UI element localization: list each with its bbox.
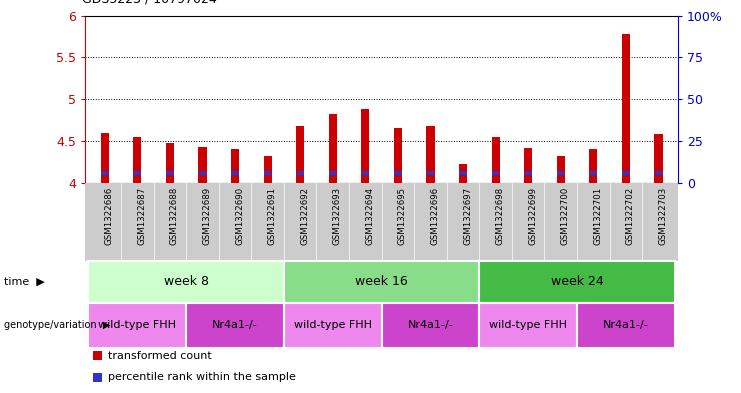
Text: GSM1322692: GSM1322692 — [300, 187, 309, 245]
Bar — [459, 171, 467, 175]
Text: GSM1322695: GSM1322695 — [398, 187, 407, 245]
Bar — [101, 171, 108, 175]
Text: GSM1322700: GSM1322700 — [561, 187, 570, 245]
Text: GSM1322687: GSM1322687 — [137, 187, 146, 245]
Bar — [199, 147, 207, 183]
Bar — [459, 164, 467, 183]
Bar — [491, 137, 499, 183]
Bar — [264, 171, 271, 175]
Bar — [133, 137, 142, 183]
Bar — [577, 303, 675, 348]
Bar — [186, 303, 284, 348]
Bar — [133, 171, 141, 175]
Bar — [427, 171, 434, 175]
Bar — [557, 171, 565, 175]
Bar — [362, 171, 369, 175]
Text: GSM1322697: GSM1322697 — [463, 187, 472, 245]
Bar — [382, 303, 479, 348]
Text: time  ▶: time ▶ — [4, 277, 44, 287]
Bar — [590, 171, 597, 175]
Text: GDS5223 / 10797024: GDS5223 / 10797024 — [82, 0, 216, 6]
Bar — [231, 149, 239, 183]
Text: genotype/variation  ▶: genotype/variation ▶ — [4, 320, 110, 330]
Text: wild-type FHH: wild-type FHH — [489, 320, 567, 330]
Text: GSM1322698: GSM1322698 — [496, 187, 505, 245]
Text: week 8: week 8 — [164, 275, 209, 288]
Bar — [393, 129, 402, 183]
Bar — [166, 143, 174, 183]
Bar — [296, 171, 304, 175]
Text: wild-type FHH: wild-type FHH — [293, 320, 372, 330]
Text: GSM1322702: GSM1322702 — [626, 187, 635, 245]
Text: GSM1322688: GSM1322688 — [170, 187, 179, 245]
Bar — [654, 134, 662, 183]
Bar — [284, 303, 382, 348]
Text: Nr4a1-/-: Nr4a1-/- — [408, 320, 453, 330]
Bar — [622, 171, 630, 175]
Text: percentile rank within the sample: percentile rank within the sample — [108, 372, 296, 382]
Text: GSM1322686: GSM1322686 — [104, 187, 114, 245]
Bar — [199, 171, 206, 175]
Text: week 24: week 24 — [551, 275, 603, 288]
Text: week 16: week 16 — [355, 275, 408, 288]
Bar — [492, 171, 499, 175]
Bar — [166, 171, 173, 175]
Text: GSM1322696: GSM1322696 — [431, 187, 439, 245]
Text: wild-type FHH: wild-type FHH — [99, 320, 176, 330]
Text: GSM1322689: GSM1322689 — [202, 187, 211, 245]
Text: Nr4a1-/-: Nr4a1-/- — [212, 320, 258, 330]
Bar — [556, 156, 565, 183]
Bar — [88, 303, 186, 348]
Bar — [589, 149, 597, 183]
Bar — [329, 171, 336, 175]
Text: transformed count: transformed count — [108, 351, 212, 361]
Text: Nr4a1-/-: Nr4a1-/- — [603, 320, 649, 330]
Text: GSM1322703: GSM1322703 — [659, 187, 668, 245]
Bar — [329, 114, 337, 183]
Text: GSM1322693: GSM1322693 — [333, 187, 342, 245]
Text: GSM1322694: GSM1322694 — [365, 187, 374, 245]
Bar — [479, 261, 675, 303]
Bar — [101, 132, 109, 183]
Bar — [479, 303, 577, 348]
Bar — [525, 171, 532, 175]
Text: GSM1322699: GSM1322699 — [528, 187, 537, 245]
Bar — [362, 109, 370, 183]
Text: GSM1322691: GSM1322691 — [268, 187, 276, 245]
Bar — [88, 261, 284, 303]
Bar — [655, 171, 662, 175]
Bar — [426, 126, 434, 183]
Bar — [622, 34, 630, 183]
Bar — [524, 148, 532, 183]
Bar — [296, 126, 305, 183]
Text: GSM1322690: GSM1322690 — [235, 187, 244, 245]
Bar — [284, 261, 479, 303]
Bar — [231, 171, 239, 175]
Bar — [264, 156, 272, 183]
Bar — [394, 171, 402, 175]
Text: GSM1322701: GSM1322701 — [594, 187, 602, 245]
